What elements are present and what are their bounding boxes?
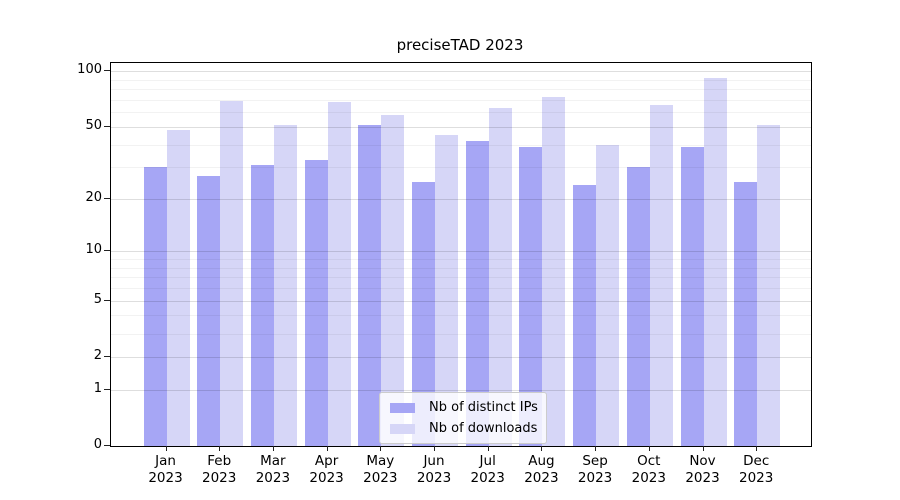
y-tick-mark — [104, 70, 110, 72]
gridline-minor — [111, 144, 811, 146]
x-tick-label: Mar 2023 — [255, 453, 291, 486]
y-tick-mark — [104, 299, 110, 301]
gridline-major — [111, 71, 811, 73]
bar-downloads — [435, 135, 458, 446]
bar-downloads — [220, 101, 244, 446]
x-tick-mark — [434, 446, 435, 451]
bar-downloads — [381, 115, 405, 446]
bar-downloads — [488, 108, 512, 446]
bar-distinct-ips — [358, 125, 382, 446]
x-tick-label: Jan 2023 — [148, 453, 183, 486]
x-tick-label: Apr 2023 — [309, 453, 344, 486]
bar-downloads — [596, 144, 620, 446]
y-tick-mark — [104, 125, 110, 127]
gridline-minor — [111, 112, 811, 114]
gridline-minor — [111, 89, 811, 91]
gridline-minor — [111, 315, 811, 317]
x-tick-mark — [702, 446, 704, 451]
x-tick-label: Feb 2023 — [202, 453, 237, 486]
gridline-major — [111, 389, 811, 391]
bar-downloads — [327, 102, 351, 446]
bar-distinct-ips — [197, 175, 221, 446]
x-tick-label: Sep 2023 — [577, 453, 613, 486]
legend-item-downloads: Nb of downloads — [388, 421, 538, 436]
bar-distinct-ips — [412, 181, 435, 446]
x-tick-mark — [756, 446, 758, 451]
y-tick-mark — [104, 388, 110, 390]
x-tick-mark — [326, 446, 328, 451]
y-tick-label: 5 — [93, 291, 102, 307]
gridline-minor — [111, 79, 811, 81]
legend-label-ips: Nb of distinct IPs — [429, 400, 538, 415]
bar-distinct-ips — [143, 167, 167, 446]
legend-label-downloads: Nb of downloads — [429, 421, 538, 436]
gridline-minor — [111, 288, 811, 290]
bar-distinct-ips — [680, 146, 704, 446]
x-tick-mark — [380, 446, 382, 451]
plot-area — [110, 62, 812, 447]
y-tick-label: 50 — [85, 117, 102, 133]
x-tick-mark — [219, 446, 221, 451]
bar-downloads — [649, 104, 673, 446]
gridline-major — [111, 300, 811, 302]
gridline-minor — [111, 267, 811, 269]
y-tick-mark — [104, 355, 110, 357]
chart-title: preciseTAD 2023 — [396, 36, 524, 54]
bar-downloads — [166, 130, 190, 446]
x-tick-label: Nov 2023 — [685, 453, 720, 486]
x-tick-label: Jun 2023 — [416, 453, 452, 486]
x-tick-label: Oct 2023 — [631, 453, 666, 486]
gridline-minor — [111, 259, 811, 261]
gridline-minor — [111, 167, 811, 169]
y-tick-mark — [104, 197, 110, 199]
bar-downloads — [542, 96, 566, 446]
x-tick-label: May 2023 — [363, 453, 398, 486]
gridline-minor — [111, 277, 811, 279]
x-tick-mark — [541, 446, 543, 451]
x-tick-label: Dec 2023 — [739, 453, 774, 486]
y-tick-label: 20 — [85, 189, 102, 205]
bar-downloads — [757, 125, 781, 446]
bar-distinct-ips — [250, 164, 274, 446]
gridline-minor — [111, 333, 811, 335]
x-tick-mark — [165, 446, 167, 451]
gridline-major — [111, 198, 811, 200]
y-tick-label: 10 — [85, 242, 102, 258]
legend: Nb of distinct IPs Nb of downloads — [379, 392, 547, 444]
legend-swatch-downloads-icon — [390, 423, 415, 434]
bar-distinct-ips — [519, 146, 543, 446]
gridline-major — [111, 126, 811, 128]
bar-downloads — [703, 78, 727, 446]
legend-item-ips: Nb of distinct IPs — [388, 400, 538, 415]
legend-swatch-ips-icon — [390, 402, 415, 413]
y-tick-label: 0 — [93, 437, 102, 452]
y-tick-mark — [104, 250, 110, 252]
x-tick-label: Aug 2023 — [524, 453, 559, 486]
bar-distinct-ips — [573, 184, 597, 446]
bar-distinct-ips — [734, 181, 758, 446]
bar-distinct-ips — [626, 167, 650, 446]
bar-distinct-ips — [465, 140, 489, 446]
x-tick-mark — [487, 446, 489, 451]
bar-distinct-ips — [304, 159, 328, 446]
x-tick-mark — [648, 446, 650, 451]
gridline-minor — [111, 100, 811, 101]
x-tick-label: Jul 2023 — [470, 453, 505, 486]
y-tick-mark — [104, 445, 110, 446]
x-tick-mark — [595, 446, 597, 451]
bar-downloads — [273, 125, 297, 446]
y-tick-label: 2 — [93, 347, 102, 363]
gridline-major — [111, 251, 811, 253]
y-tick-label: 100 — [77, 62, 102, 78]
y-tick-label: 1 — [93, 380, 102, 396]
gridline-major — [111, 356, 811, 358]
x-tick-mark — [272, 446, 274, 451]
